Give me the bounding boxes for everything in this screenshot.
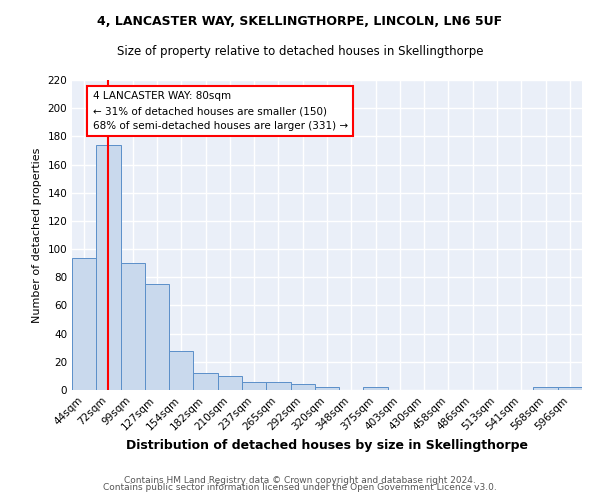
Bar [290,384,315,390]
Bar [121,263,145,390]
Text: Contains HM Land Registry data © Crown copyright and database right 2024.: Contains HM Land Registry data © Crown c… [124,476,476,485]
Bar [96,145,121,390]
X-axis label: Distribution of detached houses by size in Skellingthorpe: Distribution of detached houses by size … [126,438,528,452]
Bar [266,382,290,390]
Bar [242,382,266,390]
Bar [533,387,558,390]
Bar [315,387,339,390]
Text: Contains public sector information licensed under the Open Government Licence v3: Contains public sector information licen… [103,484,497,492]
Text: Size of property relative to detached houses in Skellingthorpe: Size of property relative to detached ho… [117,45,483,58]
Bar [145,284,169,390]
Y-axis label: Number of detached properties: Number of detached properties [32,148,42,322]
Bar [364,387,388,390]
Bar [169,350,193,390]
Text: 4 LANCASTER WAY: 80sqm
← 31% of detached houses are smaller (150)
68% of semi-de: 4 LANCASTER WAY: 80sqm ← 31% of detached… [92,92,348,131]
Bar [193,373,218,390]
Text: 4, LANCASTER WAY, SKELLINGTHORPE, LINCOLN, LN6 5UF: 4, LANCASTER WAY, SKELLINGTHORPE, LINCOL… [97,15,503,28]
Bar [72,258,96,390]
Bar [218,376,242,390]
Bar [558,387,582,390]
